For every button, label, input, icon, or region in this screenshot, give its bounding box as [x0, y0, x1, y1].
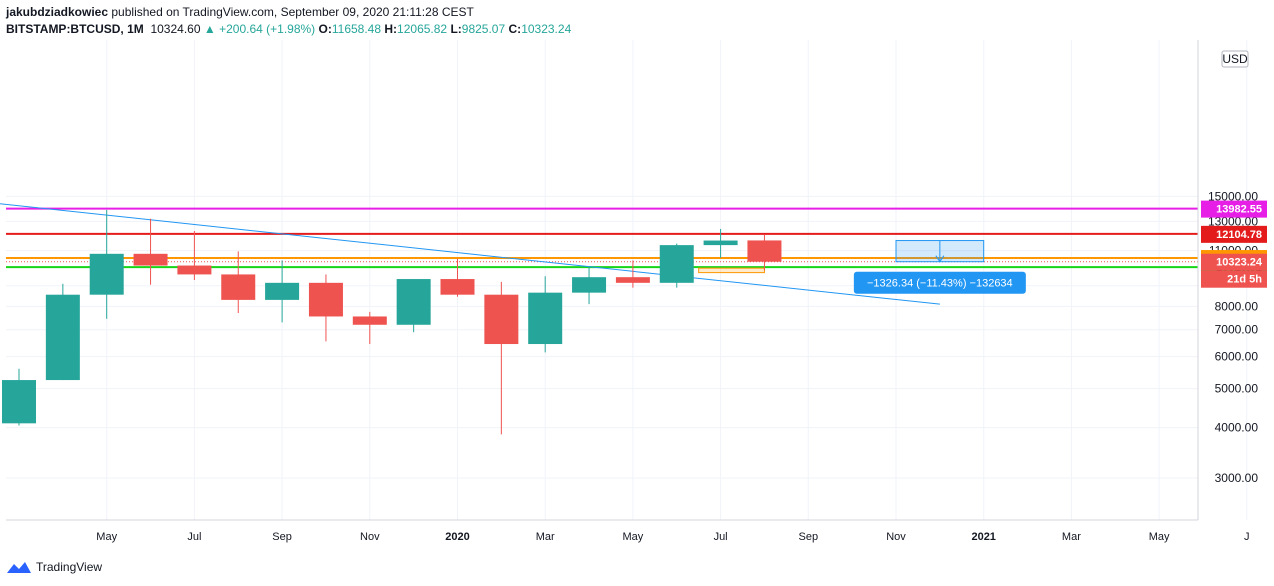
time-tick-label: May [623, 531, 644, 543]
time-tick-label: Sep [799, 531, 819, 543]
candle-body [440, 279, 475, 295]
time-tick-label: Jul [714, 531, 728, 543]
time-tick-label: J [1244, 531, 1250, 543]
candle-body [133, 253, 168, 266]
candle-body [484, 294, 519, 345]
time-tick-label: 2020 [445, 531, 469, 543]
price-axis[interactable]: 3000.00 4000.00 5000.00 6000.00 7000.00 8000.… [1208, 189, 1258, 485]
open-value: 11658.48 [331, 22, 382, 36]
price-tick-label: 7000.00 [1215, 323, 1259, 337]
open-label: O: [318, 22, 332, 36]
candle-body [221, 274, 256, 300]
level-price-tag-bg [1201, 225, 1267, 243]
level-price-tag: 12104.78 [1216, 229, 1262, 241]
level-price-tag-bg [1201, 200, 1267, 218]
price-tick-label: 4000.00 [1215, 421, 1259, 435]
measure-arrow-head [935, 255, 945, 263]
brand-name[interactable]: TradingView [36, 560, 103, 574]
candle-body [615, 277, 650, 283]
close-label: C: [508, 22, 522, 36]
candle-body [572, 277, 607, 293]
price-tick-label: 6000.00 [1215, 350, 1259, 364]
footer: TradingView [6, 560, 102, 574]
countdown-tag-bg [1201, 270, 1267, 288]
time-tick-label: May [96, 531, 117, 543]
currency-badge[interactable]: USD [1221, 50, 1249, 68]
measure-label-bg [853, 271, 1026, 294]
time-tick-label: 2021 [971, 531, 995, 543]
change-value: +200.64 (+1.98%) [219, 22, 316, 36]
highlight-box [698, 267, 765, 274]
change-up-icon: ▲ [203, 22, 216, 36]
candles [2, 209, 782, 435]
candle-body [177, 265, 212, 275]
candle-body [703, 240, 738, 246]
high-value: 12065.82 [397, 22, 448, 36]
time-tick-label: May [1149, 531, 1170, 543]
publish-info: jakubdziadkowiec published on TradingVie… [6, 5, 474, 19]
publish-text: published on TradingView.com, September … [111, 5, 474, 19]
author-name[interactable]: jakubdziadkowiec [6, 5, 109, 19]
candle-body [352, 316, 387, 325]
candle-body [45, 294, 80, 381]
candle-body [89, 253, 124, 295]
symbol-name[interactable]: BITSTAMP:BTCUSD, 1M [6, 22, 144, 36]
price-tick-label: 5000.00 [1215, 382, 1259, 396]
candle-body [747, 240, 782, 262]
candle-body [396, 279, 431, 325]
low-value: 9825.07 [461, 22, 506, 36]
measure-label: −1326.34 (−11.43%) −132634 [867, 278, 1013, 290]
high-label: H: [384, 22, 398, 36]
low-label: L: [450, 22, 462, 36]
last-price: 10324.60 [150, 22, 201, 36]
price-tick-label: 3000.00 [1215, 471, 1259, 485]
time-tick-label: Jul [187, 531, 201, 543]
candle-body [265, 282, 300, 300]
last-price-tag: 10323.24 [1216, 257, 1263, 269]
candle-body [308, 282, 343, 317]
price-tick-label: 13000.00 [1208, 214, 1258, 228]
currency-label: USD [1222, 52, 1248, 66]
symbol-legend: BITSTAMP:BTCUSD, 1M 10324.60 ▲ +200.64 (… [6, 22, 571, 36]
price-tick-label: 8000.00 [1215, 299, 1259, 313]
drawings: −1326.34 (−11.43%) −132634 [0, 203, 1026, 305]
countdown-tag: 21d 5h [1227, 274, 1262, 286]
time-tick-label: Mar [1062, 531, 1081, 543]
price-tags: 13982.5512104.7810542.5110010.5210323.24… [1201, 200, 1267, 288]
price-chart[interactable]: −1326.34 (−11.43%) −132634 3000.00 4000.0… [0, 40, 1274, 552]
price-tick-label: 15000.00 [1208, 189, 1258, 203]
candle-body [659, 245, 694, 283]
candle-body [2, 380, 36, 424]
last-price-tag-bg [1201, 253, 1267, 271]
time-tick-label: Sep [272, 531, 292, 543]
close-value: 10323.24 [521, 22, 572, 36]
time-tick-label: Nov [360, 531, 380, 543]
time-tick-label: Mar [536, 531, 555, 543]
time-axis[interactable]: May Jul Sep Nov 2020 Mar May Jul Sep Nov 2021 Mar Ma… [96, 531, 1249, 543]
time-tick-label: Nov [886, 531, 906, 543]
level-price-tag: 13982.55 [1216, 204, 1262, 216]
trendline [0, 203, 940, 305]
tradingview-logo-icon[interactable] [6, 560, 32, 574]
candle-body [528, 292, 563, 345]
